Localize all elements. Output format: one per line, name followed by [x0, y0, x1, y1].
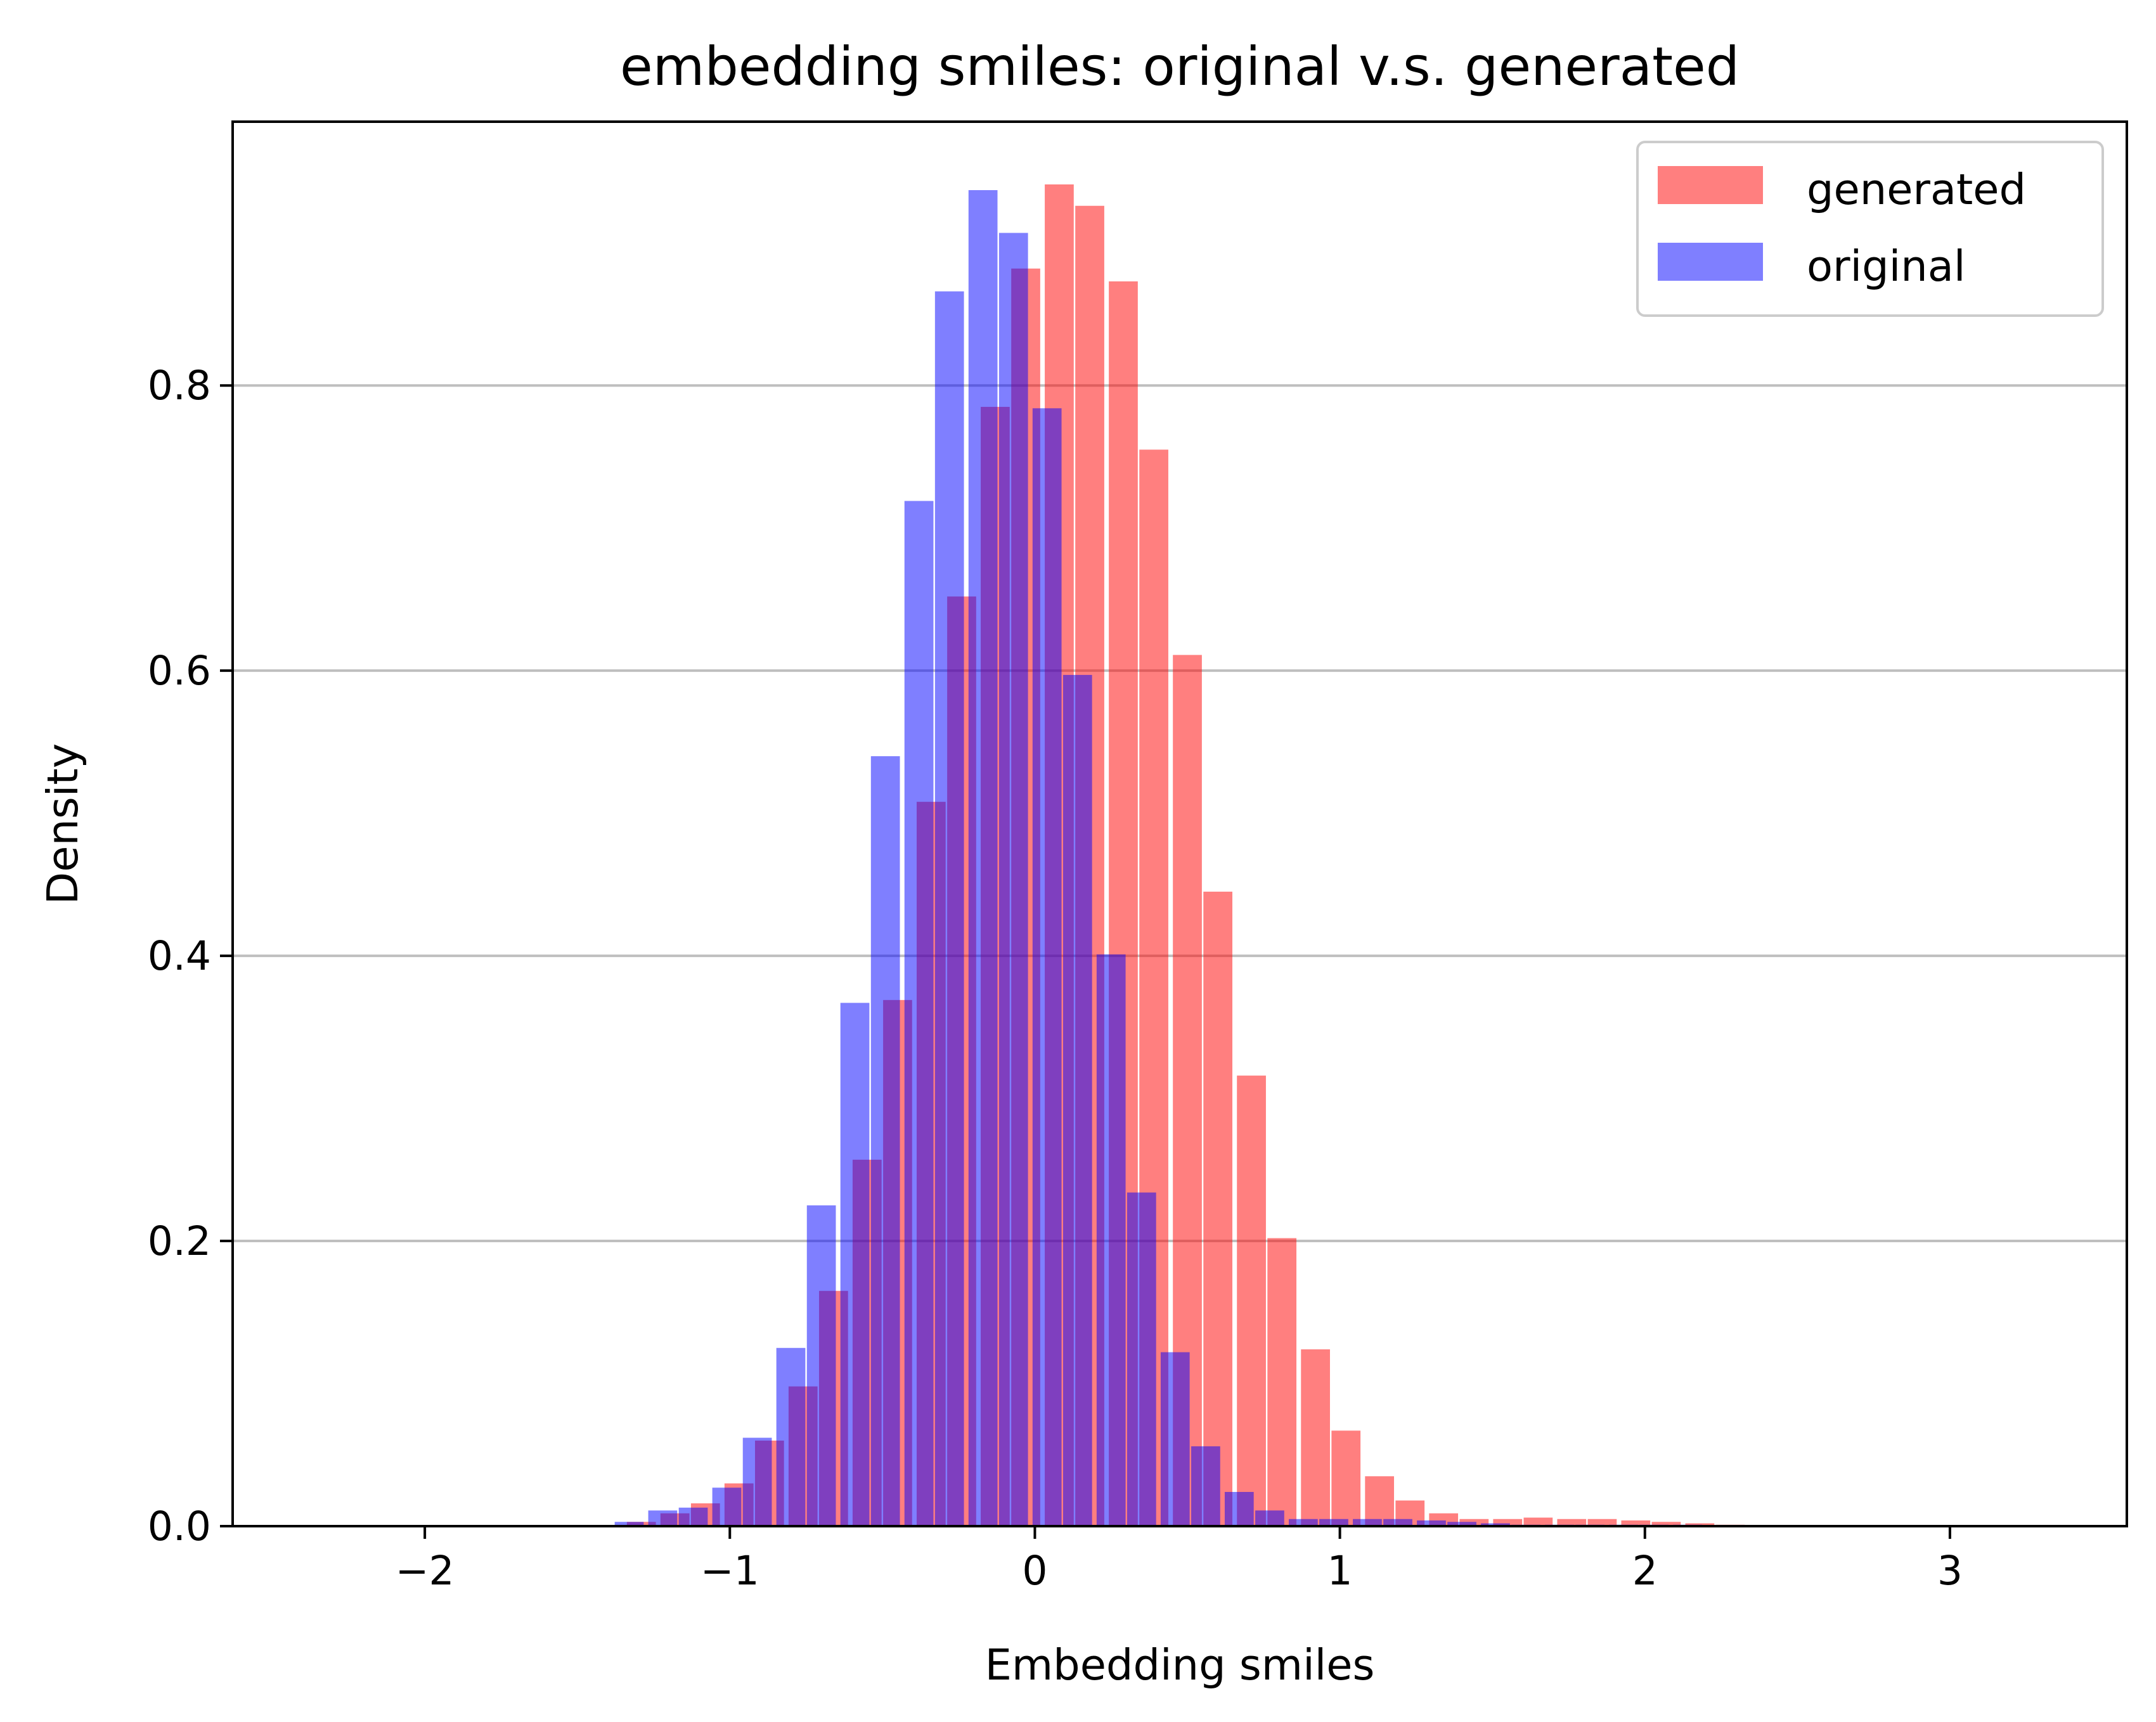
x-tick-label-1: −1: [700, 1548, 759, 1594]
bar-original-24: [1383, 1519, 1412, 1526]
bar-generated-30: [1587, 1519, 1617, 1526]
bar-original-17: [1160, 1352, 1190, 1526]
bar-original-4: [742, 1437, 772, 1526]
bar-original-22: [1319, 1519, 1348, 1526]
bar-original-20: [1255, 1510, 1284, 1526]
legend-swatch-generated: [1658, 166, 1763, 204]
bar-generated-29: [1557, 1519, 1587, 1526]
bar-generated-23: [1365, 1476, 1395, 1526]
y-axis-ticks: 0.0 0.2 0.4 0.6 0.8: [148, 363, 233, 1550]
bar-original-16: [1127, 1192, 1156, 1526]
bar-generated-20: [1267, 1238, 1297, 1526]
x-axis-label: Embedding smiles: [985, 1640, 1375, 1690]
bar-original-15: [1096, 954, 1126, 1526]
bar-original-3: [712, 1487, 742, 1526]
bars: [614, 184, 1745, 1527]
bar-generated-27: [1493, 1519, 1523, 1526]
y-axis-label: Density: [38, 743, 87, 905]
bar-original-27: [1481, 1523, 1510, 1526]
bar-original-14: [1062, 674, 1092, 1526]
bar-original-6: [806, 1205, 836, 1526]
bar-generated-32: [1651, 1522, 1681, 1526]
bar-original-2: [678, 1507, 708, 1526]
bar-original-1: [648, 1510, 678, 1526]
y-tick-label-2: 0.4: [148, 933, 211, 979]
bar-original-11: [968, 190, 998, 1527]
bar-generated-28: [1523, 1517, 1553, 1526]
bar-original-8: [870, 756, 900, 1526]
legend-swatch-original: [1658, 243, 1763, 281]
x-tick-label-2: 0: [1022, 1548, 1047, 1594]
y-tick-label-1: 0.2: [148, 1218, 211, 1264]
x-tick-label-5: 3: [1937, 1548, 1963, 1594]
bar-generated-31: [1621, 1520, 1651, 1526]
bar-original-10: [934, 291, 964, 1527]
bar-generated-19: [1237, 1076, 1266, 1526]
x-tick-label-0: −2: [396, 1548, 455, 1594]
bar-original-0: [614, 1522, 644, 1526]
y-tick-label-3: 0.6: [148, 648, 211, 694]
legend: generated original: [1636, 141, 2104, 317]
legend-label-generated: generated: [1807, 165, 2026, 214]
bar-generated-21: [1301, 1349, 1330, 1526]
bar-original-26: [1447, 1522, 1476, 1526]
legend-label-original: original: [1807, 241, 1965, 291]
chart-title: embedding smiles: original v.s. generate…: [620, 35, 1740, 98]
bar-original-23: [1353, 1519, 1382, 1526]
bar-original-18: [1191, 1446, 1220, 1526]
bar-original-21: [1289, 1519, 1318, 1526]
x-tick-label-4: 2: [1632, 1548, 1658, 1594]
x-tick-label-3: 1: [1327, 1548, 1353, 1594]
y-tick-label-0: 0.0: [148, 1503, 211, 1550]
bar-original-5: [776, 1347, 806, 1526]
bar-original-9: [904, 501, 934, 1526]
bar-generated-18: [1203, 891, 1232, 1526]
x-axis-ticks: −2 −1 0 1 2 3: [396, 1526, 1963, 1594]
bar-original-19: [1224, 1492, 1254, 1526]
bar-original-7: [840, 1003, 870, 1526]
bar-original-25: [1417, 1520, 1446, 1526]
plot-frame: [231, 120, 2128, 1527]
y-tick-label-4: 0.8: [148, 363, 211, 409]
bar-original-13: [1032, 408, 1062, 1526]
bar-generated-22: [1331, 1430, 1361, 1526]
bar-original-12: [998, 233, 1028, 1526]
